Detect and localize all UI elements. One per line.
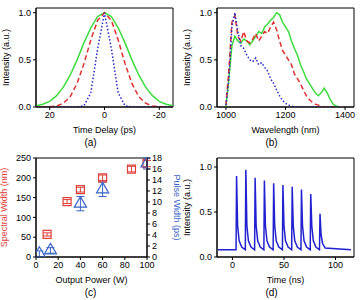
svg-text:8: 8 — [152, 208, 157, 218]
svg-text:0.5: 0.5 — [199, 55, 212, 65]
svg-text:0: 0 — [230, 260, 235, 270]
svg-text:20: 20 — [45, 110, 55, 120]
svg-text:0: 0 — [102, 110, 107, 120]
svg-text:14: 14 — [152, 175, 162, 185]
svg-text:250: 250 — [16, 153, 31, 163]
svg-text:1.0: 1.0 — [199, 162, 212, 172]
svg-text:0.0: 0.0 — [199, 102, 212, 112]
html-text:(d): (d) — [265, 287, 278, 298]
svg-text:40: 40 — [75, 260, 85, 270]
svg-text:200: 200 — [16, 173, 31, 183]
svg-text:1.0: 1.0 — [199, 8, 212, 18]
svg-text:1200: 1200 — [275, 110, 295, 120]
html-text:(a): (a) — [84, 137, 97, 148]
svg-text:50: 50 — [21, 232, 31, 242]
svg-text:100: 100 — [16, 213, 31, 223]
svg-text:0: 0 — [26, 252, 31, 262]
svg-text:Output Power (W): Output Power (W) — [55, 275, 127, 285]
svg-text:100: 100 — [328, 260, 343, 270]
svg-text:0: 0 — [33, 260, 38, 270]
svg-text:1.0: 1.0 — [18, 8, 31, 18]
svg-text:Intensity (a.u.): Intensity (a.u.) — [182, 29, 192, 86]
svg-text:150: 150 — [16, 193, 31, 203]
svg-text:0.0: 0.0 — [18, 102, 31, 112]
svg-text:Wavelength (nm): Wavelength (nm) — [251, 125, 319, 135]
html-text:(c): (c) — [84, 287, 97, 298]
svg-text:Time Delay (ps): Time Delay (ps) — [73, 125, 136, 135]
svg-text:1400: 1400 — [335, 110, 354, 120]
svg-text:0.5: 0.5 — [18, 55, 31, 65]
svg-text:0: 0 — [152, 252, 157, 262]
svg-text:80: 80 — [120, 260, 130, 270]
svg-text:-20: -20 — [153, 110, 166, 120]
svg-text:16: 16 — [152, 164, 162, 174]
svg-text:10: 10 — [152, 197, 162, 207]
svg-text:2: 2 — [152, 241, 157, 251]
svg-text:20: 20 — [53, 260, 63, 270]
svg-text:50: 50 — [279, 260, 289, 270]
svg-text:100: 100 — [139, 260, 155, 271]
svg-text:Intensity (a.u.): Intensity (a.u.) — [8, 29, 11, 86]
svg-text:Spectral Width (nm): Spectral Width (nm) — [8, 168, 9, 248]
html-text:(b): (b) — [265, 137, 278, 148]
svg-text:4: 4 — [152, 230, 157, 240]
svg-text:12: 12 — [152, 186, 162, 196]
svg-text:Time (ns): Time (ns) — [267, 275, 305, 285]
svg-text:0.5: 0.5 — [199, 207, 212, 217]
svg-text:60: 60 — [98, 260, 108, 270]
svg-text:18: 18 — [152, 153, 162, 163]
svg-text:Intensity (a.u.): Intensity (a.u.) — [182, 179, 192, 236]
svg-text:Pulse Width (ps): Pulse Width (ps) — [172, 174, 181, 240]
svg-text:1000: 1000 — [216, 110, 236, 120]
svg-text:6: 6 — [152, 219, 157, 229]
svg-text:0.0: 0.0 — [199, 252, 212, 262]
